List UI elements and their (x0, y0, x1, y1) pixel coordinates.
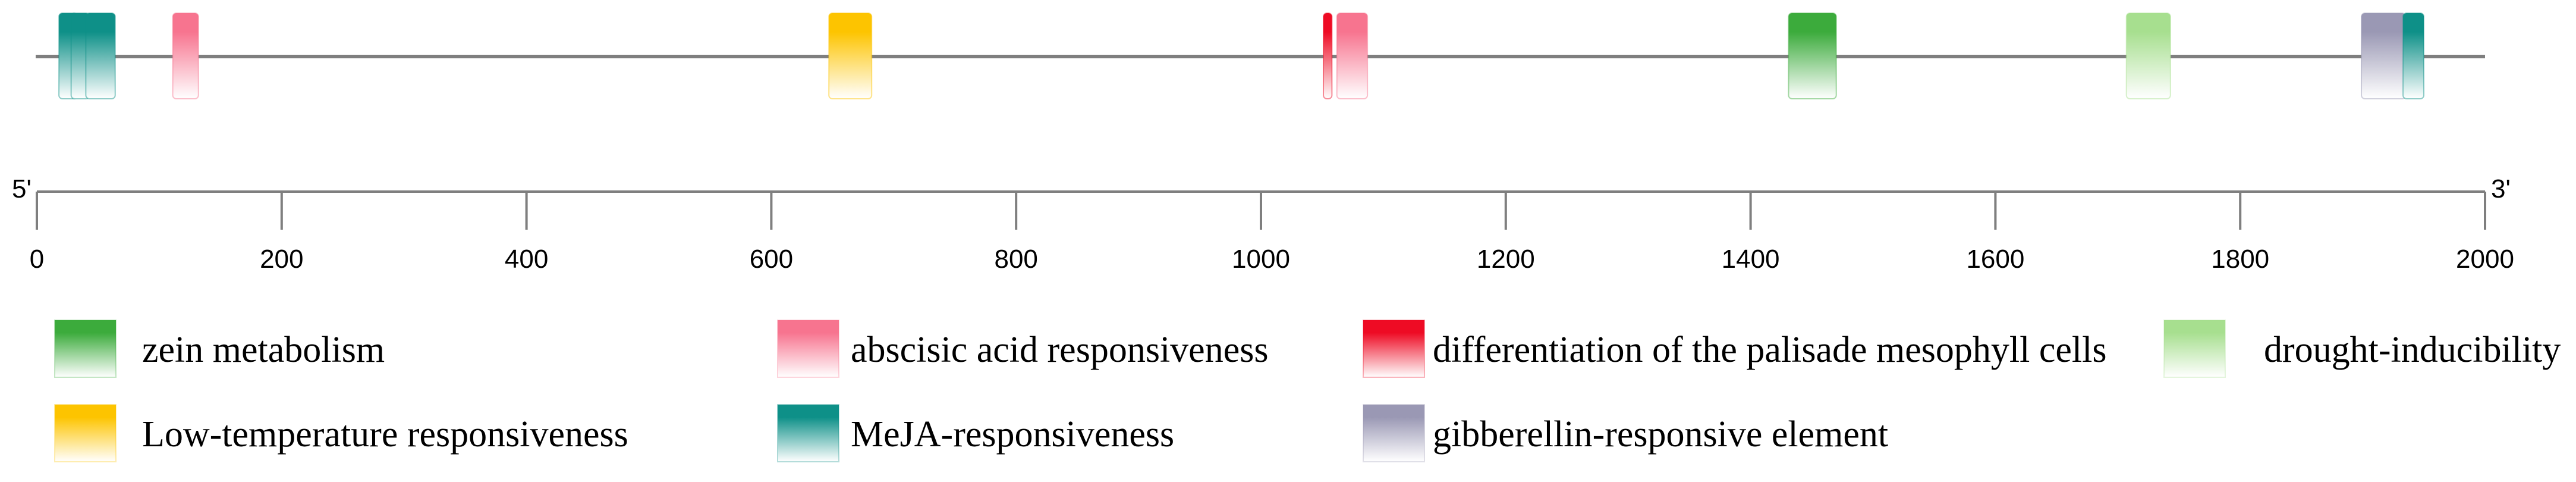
legend-label-drought: drought-inducibility (2264, 330, 2561, 370)
legend-swatch-palisade (1363, 320, 1425, 378)
legend-label-aba: abscisic acid responsiveness (851, 330, 1268, 370)
element-box-palisade (1323, 12, 1333, 99)
legend-label-meja: MeJA-responsiveness (851, 414, 1174, 455)
axis-tick-label: 400 (505, 245, 548, 274)
axis-tick-label: 1800 (2211, 245, 2269, 274)
element-box-zein (1788, 12, 1837, 99)
five-prime-label: 5' (12, 174, 32, 204)
axis-ticks: 0 200 400 600 800 1000 1200 1400 1600 1800 2000 (30, 192, 2514, 274)
legend-swatch-meja (777, 404, 839, 462)
element-box-drought (2125, 12, 2171, 99)
element-box-meja (2402, 12, 2425, 99)
axis-tick-label: 0 (30, 245, 44, 274)
legend: zein metabolism abscisic acid responsiven… (54, 320, 2561, 462)
axis-tick-label: 600 (750, 245, 793, 274)
legend-swatch-zein (54, 320, 117, 378)
axis-tick-label: 1600 (1966, 245, 2024, 274)
element-box-lowtemp (828, 12, 873, 99)
axis-tick-label: 1200 (1477, 245, 1535, 274)
axis-tick-label: 1400 (1722, 245, 1780, 274)
element-boxes (58, 12, 2425, 99)
legend-swatch-drought (2163, 320, 2226, 378)
legend-swatch-aba (777, 320, 839, 378)
element-box-aba (172, 12, 199, 99)
element-box-meja (85, 12, 116, 99)
axis-tick-label: 200 (260, 245, 303, 274)
legend-swatch-ga (1363, 404, 1425, 462)
legend-label-zein: zein metabolism (142, 330, 385, 370)
axis-tick-label: 2000 (2456, 245, 2514, 274)
three-prime-label: 3' (2491, 174, 2511, 204)
element-box-ga (2361, 12, 2407, 99)
axis-tick-label: 1000 (1232, 245, 1290, 274)
axis-tick-label: 800 (994, 245, 1037, 274)
legend-label-lowtemp: Low-temperature responsiveness (142, 414, 628, 455)
element-box-aba (1336, 12, 1369, 99)
legend-swatch-lowtemp (54, 404, 117, 462)
legend-label-palisade: differentiation of the palisade mesophyl… (1433, 330, 2106, 370)
legend-label-ga: gibberellin-responsive element (1433, 414, 1888, 455)
